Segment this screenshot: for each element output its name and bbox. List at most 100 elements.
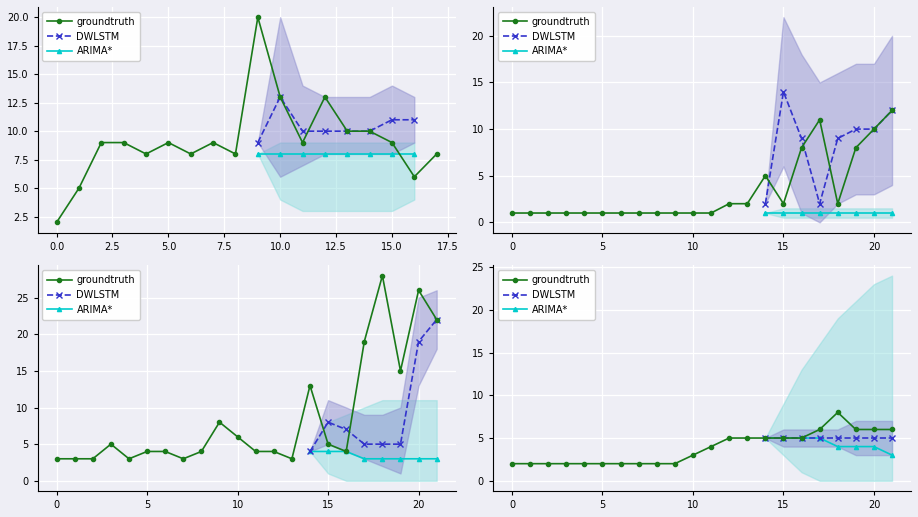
ARIMA* (305, 448, 316, 454)
ARIMA* (796, 435, 807, 441)
DWLSTM (887, 108, 898, 114)
groundtruth (359, 339, 370, 345)
groundtruth (51, 219, 62, 225)
ARIMA* (760, 210, 771, 216)
groundtruth (524, 461, 535, 467)
DWLSTM (395, 441, 406, 447)
groundtruth (723, 201, 734, 207)
groundtruth (814, 117, 825, 123)
groundtruth (252, 14, 263, 20)
ARIMA* (760, 435, 771, 441)
DWLSTM (796, 135, 807, 142)
groundtruth (431, 316, 442, 323)
groundtruth (507, 210, 518, 216)
DWLSTM (305, 448, 316, 454)
DWLSTM (796, 435, 807, 441)
groundtruth (760, 173, 771, 179)
ARIMA* (814, 435, 825, 441)
ARIMA* (778, 435, 789, 441)
DWLSTM (377, 441, 388, 447)
ARIMA* (833, 444, 844, 450)
Line: groundtruth: groundtruth (509, 410, 894, 466)
DWLSTM (274, 94, 285, 100)
groundtruth (232, 434, 243, 440)
Line: ARIMA*: ARIMA* (308, 449, 439, 461)
groundtruth (364, 128, 375, 134)
groundtruth (185, 151, 196, 157)
DWLSTM (814, 435, 825, 441)
groundtruth (742, 201, 753, 207)
ARIMA* (868, 210, 879, 216)
groundtruth (160, 448, 171, 454)
groundtruth (778, 201, 789, 207)
ARIMA* (413, 455, 424, 462)
groundtruth (51, 455, 62, 462)
DWLSTM (431, 316, 442, 323)
DWLSTM (364, 128, 375, 134)
ARIMA* (814, 210, 825, 216)
groundtruth (615, 461, 626, 467)
Line: ARIMA*: ARIMA* (256, 152, 417, 156)
DWLSTM (341, 427, 352, 433)
groundtruth (196, 448, 207, 454)
DWLSTM (850, 126, 861, 132)
groundtruth (850, 427, 861, 433)
groundtruth (524, 210, 535, 216)
Legend: groundtruth, DWLSTM, ARIMA*: groundtruth, DWLSTM, ARIMA* (498, 12, 596, 61)
groundtruth (868, 427, 879, 433)
groundtruth (561, 210, 572, 216)
ARIMA* (319, 151, 330, 157)
DWLSTM (778, 435, 789, 441)
DWLSTM (322, 419, 333, 425)
groundtruth (706, 444, 717, 450)
groundtruth (543, 461, 554, 467)
groundtruth (633, 210, 644, 216)
DWLSTM (359, 441, 370, 447)
ARIMA* (778, 210, 789, 216)
groundtruth (341, 128, 353, 134)
ARIMA* (833, 210, 844, 216)
groundtruth (286, 455, 297, 462)
ARIMA* (868, 444, 879, 450)
Line: ARIMA*: ARIMA* (763, 211, 894, 215)
groundtruth (868, 126, 879, 132)
groundtruth (140, 151, 151, 157)
groundtruth (833, 409, 844, 416)
Line: ARIMA*: ARIMA* (763, 436, 894, 457)
DWLSTM (760, 201, 771, 207)
Line: DWLSTM: DWLSTM (763, 89, 895, 206)
groundtruth (214, 419, 225, 425)
groundtruth (742, 435, 753, 441)
groundtruth (69, 455, 80, 462)
DWLSTM (833, 135, 844, 142)
groundtruth (887, 108, 898, 114)
ARIMA* (274, 151, 285, 157)
Legend: groundtruth, DWLSTM, ARIMA*: groundtruth, DWLSTM, ARIMA* (42, 270, 140, 320)
Line: groundtruth: groundtruth (509, 109, 894, 215)
groundtruth (760, 435, 771, 441)
DWLSTM (319, 128, 330, 134)
DWLSTM (413, 339, 424, 345)
ARIMA* (297, 151, 308, 157)
DWLSTM (868, 435, 879, 441)
ARIMA* (377, 455, 388, 462)
Line: groundtruth: groundtruth (54, 273, 439, 461)
ARIMA* (850, 444, 861, 450)
groundtruth (543, 210, 554, 216)
DWLSTM (833, 435, 844, 441)
groundtruth (230, 151, 241, 157)
ARIMA* (364, 151, 375, 157)
Line: DWLSTM: DWLSTM (308, 317, 440, 454)
groundtruth (796, 145, 807, 151)
ARIMA* (341, 151, 353, 157)
ARIMA* (386, 151, 397, 157)
Line: DWLSTM: DWLSTM (255, 94, 417, 145)
groundtruth (305, 383, 316, 389)
ARIMA* (359, 455, 370, 462)
groundtruth (106, 441, 117, 447)
ARIMA* (341, 448, 352, 454)
ARIMA* (887, 452, 898, 458)
Legend: groundtruth, DWLSTM, ARIMA*: groundtruth, DWLSTM, ARIMA* (498, 270, 596, 320)
groundtruth (178, 455, 189, 462)
ARIMA* (409, 151, 420, 157)
